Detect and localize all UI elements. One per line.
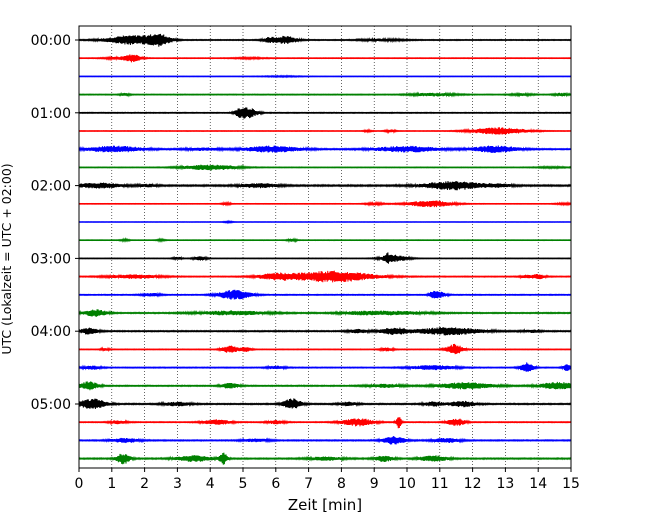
x-tick-label: 10 [398, 476, 416, 492]
x-tick-label: 1 [107, 476, 116, 492]
grid-lines [78, 26, 572, 468]
x-tick-label: 8 [337, 476, 346, 492]
y-tick-label: 05:00 [31, 397, 71, 413]
seismic-traces [78, 33, 572, 465]
x-tick-label: 5 [239, 476, 248, 492]
y-tick-label: 04:00 [31, 324, 71, 340]
x-tick-label: 13 [496, 476, 514, 492]
y-tick-label: 00:00 [31, 33, 71, 49]
plot-frame [78, 25, 572, 469]
x-tick-label: 2 [140, 476, 149, 492]
y-axis-ticks: 00:00 01:00 02:00 03:00 04:00 05:00 [31, 33, 79, 413]
x-axis-ticks: 0 1 2 3 4 5 6 7 8 9 10 11 12 13 14 15 [75, 468, 580, 492]
x-tick-label: 12 [464, 476, 482, 492]
x-tick-label: 15 [562, 476, 580, 492]
x-tick-label: 9 [370, 476, 379, 492]
y-tick-label: 03:00 [31, 251, 71, 267]
y-tick-label: 02:00 [31, 179, 71, 195]
x-tick-label: 14 [529, 476, 547, 492]
x-tick-label: 6 [271, 476, 280, 492]
x-tick-label: 3 [173, 476, 182, 492]
x-axis-label: Zeit [min] [288, 496, 362, 514]
y-axis-label: UTC (Lokalzeit = UTC + 02:00) [0, 163, 14, 354]
x-tick-label: 11 [431, 476, 449, 492]
x-tick-label: 7 [304, 476, 313, 492]
x-tick-label: 0 [75, 476, 84, 492]
y-tick-label: 01:00 [31, 106, 71, 122]
x-tick-label: 4 [206, 476, 215, 492]
